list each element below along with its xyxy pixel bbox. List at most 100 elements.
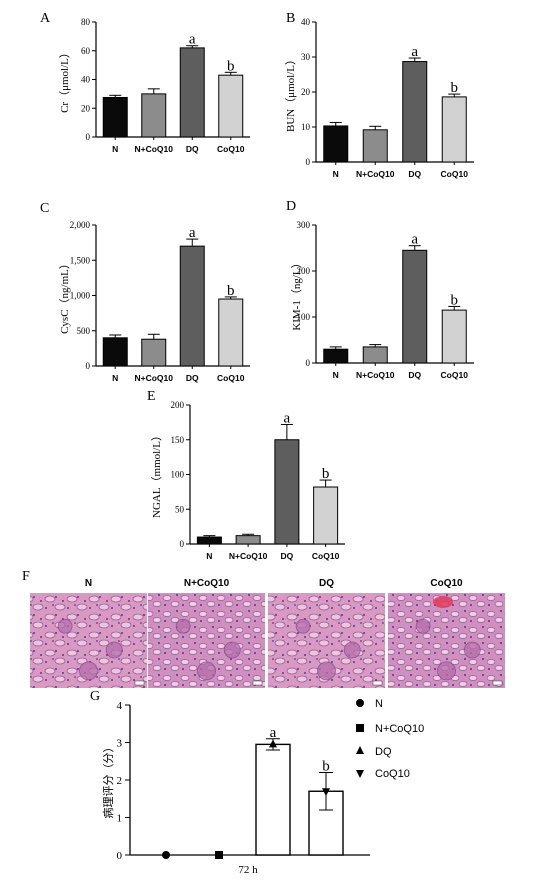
glomerulus-shape [197,661,216,681]
y-axis-label: BUN（μmol/L） [284,54,297,132]
glomerulus-shape [105,641,123,659]
bar-n-coq10 [141,93,167,138]
significance-label: b [451,292,459,308]
legend-label: CoQ10 [375,768,410,780]
y-tick-label: 100 [171,470,185,480]
x-tick-label: DQ [186,373,199,383]
hemorrhage-shape [433,596,453,608]
chart-a: A 0 20 40 60 80 Cr（μmol/L） N N+CoQ10 DQ a CoQ10 b [40,11,250,154]
x-tick-label: N+CoQ10 [135,373,174,383]
glomerulus-shape [463,641,481,659]
bar-n [323,348,349,364]
marker-n-coq10 [215,851,223,859]
chart-g: G 0 1 2 3 4 病理评分（分） 72 h a b N N+CoQ10 DQ CoQ10 [90,689,424,876]
glomerulus-shape [317,661,336,681]
glomerulus-shape [175,618,191,634]
significance-label: b [451,80,459,96]
bar-dq [274,439,300,545]
bar-coq10 [441,96,467,163]
y-tick-label: 0 [180,539,185,549]
bar-n-coq10 [362,129,388,163]
significance-label: b [227,283,235,299]
significance-label: a [270,725,277,741]
x-tick-label: CoQ10 [217,144,245,154]
y-tick-label: 60 [81,46,91,56]
y-axis-label: 病理评分（分） [101,742,115,819]
glomerulus-shape [223,641,241,659]
glomerulus-shape [437,661,456,681]
y-tick-label: 50 [175,504,185,514]
bar-n-coq10 [362,346,388,364]
y-tick-label: 1,500 [70,255,91,265]
y-tick-label: 2,000 [70,220,91,230]
glomerulus-shape [343,641,361,659]
y-tick-label: 30 [301,52,311,62]
y-tick-label: 1,000 [70,291,91,301]
panel-label-a: A [40,11,51,26]
bar-dq [402,61,428,163]
x-tick-label: N [333,169,339,179]
significance-label: b [322,466,330,482]
y-axis-label: Cr（μmol/L） [58,47,71,113]
y-tick-label: 20 [301,87,311,97]
legend-marker [356,699,364,707]
histology-image-dq: DQ [268,578,385,688]
bar-dq [179,47,205,138]
x-tick-label: N [206,551,212,561]
x-tick-label: N+CoQ10 [135,144,174,154]
x-tick-label: N+CoQ10 [229,551,268,561]
bar-dq [402,249,428,364]
glomerulus-shape [57,618,73,634]
y-tick-label: 0 [306,358,311,368]
histology-image-n-coq10: N+CoQ10 [148,578,265,688]
significance-label: b [227,58,235,74]
x-tick-label: CoQ10 [441,370,469,380]
marker-dq [269,739,277,748]
y-tick-label: 40 [301,17,311,27]
bar-dq [179,245,205,367]
panel-label-c: C [40,201,49,216]
x-tick-label: DQ [186,144,199,154]
panel-label-e: E [147,389,156,404]
y-tick-label: 40 [81,75,91,85]
scale-bar [134,680,145,686]
x-tick-label: N [112,144,118,154]
bar-n-coq10 [235,535,261,545]
marker-coq10 [322,788,330,797]
y-tick-label: 300 [297,220,311,230]
x-tick-label: N [333,370,339,380]
bar-n [102,337,128,367]
y-tick-label: 20 [81,103,91,113]
bar-coq10 [313,486,339,545]
histology-image-n: N [30,578,147,688]
significance-label: a [411,44,418,60]
x-tick-label: CoQ10 [217,373,245,383]
glomerulus-shape [295,618,311,634]
bar-dq [255,743,291,856]
x-tick-label: N+CoQ10 [356,370,395,380]
bar-n-coq10 [141,338,167,367]
significance-label: b [322,759,330,775]
legend-label: N+CoQ10 [375,723,424,735]
y-axis-label: CysC（ng/mL） [58,258,71,334]
scale-bar [372,680,383,686]
legend-marker [356,724,364,732]
bar-coq10 [218,74,244,138]
y-tick-label: 200 [171,400,185,410]
scale-bar [492,680,503,686]
x-tick-label: CoQ10 [312,551,340,561]
panel-label-b: B [286,11,295,26]
panel-label-g: G [90,689,100,704]
legend-label: N [375,698,383,710]
y-tick-label: 1 [117,813,123,825]
y-tick-label: 150 [171,435,185,445]
panel-label-d: D [286,199,296,214]
bar-coq10 [218,298,244,367]
significance-label: a [411,232,418,248]
marker-n [162,851,170,859]
bar-n [102,96,128,138]
scale-bar [252,680,263,686]
histology-label: CoQ10 [430,578,463,589]
x-tick-label: DQ [408,370,421,380]
